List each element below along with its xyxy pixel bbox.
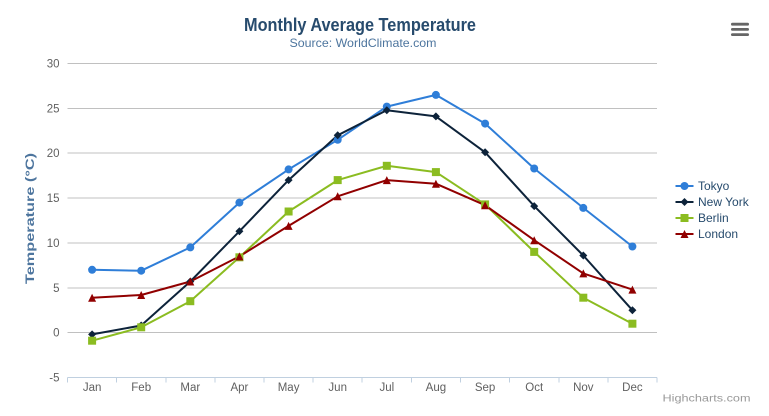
svg-text:Jan: Jan [83,382,102,394]
svg-text:Jun: Jun [328,382,347,394]
svg-text:Aug: Aug [426,382,446,394]
svg-text:Nov: Nov [573,382,594,394]
svg-text:New York: New York [698,195,750,209]
svg-text:Sep: Sep [475,382,495,394]
svg-text:10: 10 [47,238,60,250]
svg-text:20: 20 [47,148,60,160]
svg-text:Feb: Feb [131,382,151,394]
svg-text:Jul: Jul [379,382,394,394]
svg-text:5: 5 [53,283,59,295]
svg-text:Monthly Average Temperature: Monthly Average Temperature [244,15,476,35]
svg-text:Mar: Mar [180,382,200,394]
svg-text:0: 0 [53,328,59,340]
svg-text:May: May [278,382,300,394]
svg-text:Apr: Apr [230,382,248,394]
svg-text:25: 25 [47,103,60,115]
svg-text:Highcharts.com: Highcharts.com [663,394,751,405]
svg-text:15: 15 [47,193,60,205]
svg-text:Berlin: Berlin [698,211,729,225]
svg-text:London: London [698,227,738,241]
svg-text:Source: WorldClimate.com: Source: WorldClimate.com [290,36,437,50]
svg-text:Temperature (°C): Temperature (°C) [23,153,37,284]
svg-text:30: 30 [47,59,60,71]
svg-text:Oct: Oct [525,382,544,394]
svg-text:Dec: Dec [622,382,643,394]
svg-text:Tokyo: Tokyo [698,179,730,193]
svg-text:-5: -5 [49,373,59,385]
